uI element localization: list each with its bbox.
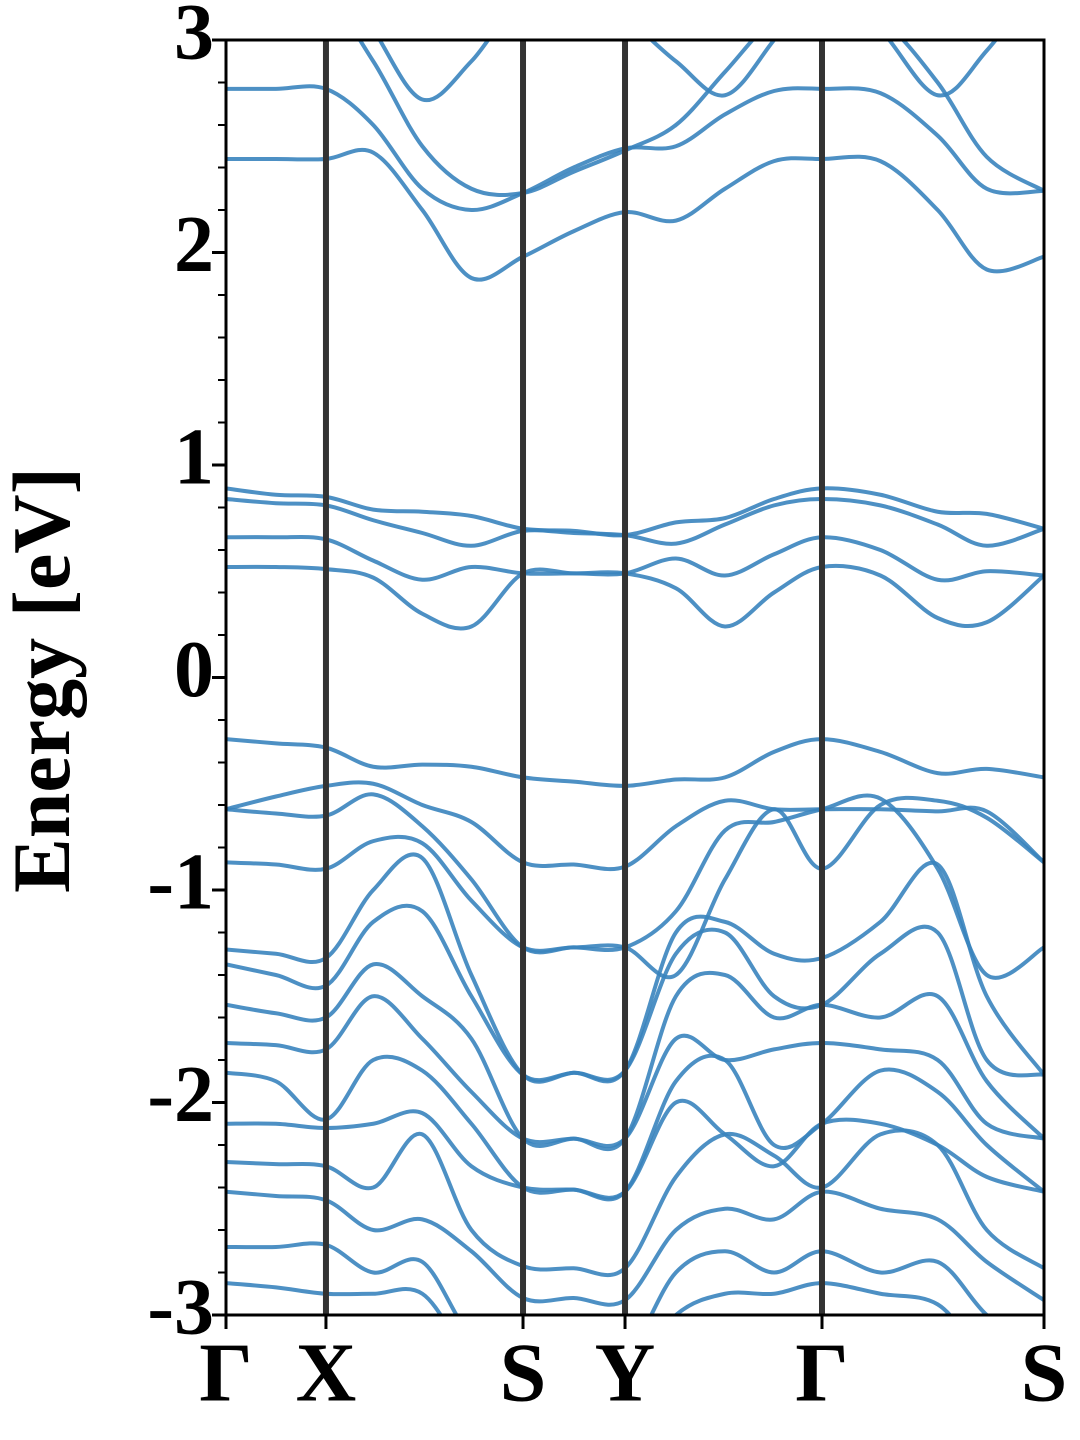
y-tick-label: -1 [147, 838, 214, 926]
y-tick-label: 0 [174, 626, 214, 714]
band-line [226, 1281, 953, 1315]
bands [226, 40, 1044, 1315]
y-axis-label: Energy [eV] [0, 467, 87, 893]
band-line [226, 1241, 990, 1315]
band-line [377, 40, 999, 103]
y-tick-label: 3 [174, 0, 214, 76]
band-line [226, 1189, 1044, 1307]
x-tick-label: X [296, 1326, 357, 1419]
band-line [226, 147, 1044, 282]
x-tick-label: S [500, 1326, 547, 1419]
band-line [357, 40, 1044, 197]
band-line [226, 994, 1044, 1149]
y-tick-label: 2 [174, 201, 214, 289]
band-line [226, 1098, 1044, 1200]
y-tick-label: 1 [174, 413, 214, 501]
plot-frame [224, 38, 1046, 1317]
band-line [226, 737, 1044, 788]
x-tick-label: Γ [199, 1326, 252, 1419]
y-tick-label: -3 [147, 1263, 214, 1351]
band-line [226, 792, 1044, 980]
x-tick-label: S [1021, 1326, 1068, 1419]
band-line [226, 852, 1044, 1084]
band-line [226, 1128, 1044, 1278]
x-tick-label: Γ [795, 1326, 848, 1419]
band-line [226, 795, 1044, 980]
y-tick-label: -2 [147, 1051, 214, 1139]
band-line [226, 563, 1044, 631]
band-line [226, 903, 1044, 1083]
x-tick-label: Y [595, 1326, 656, 1419]
